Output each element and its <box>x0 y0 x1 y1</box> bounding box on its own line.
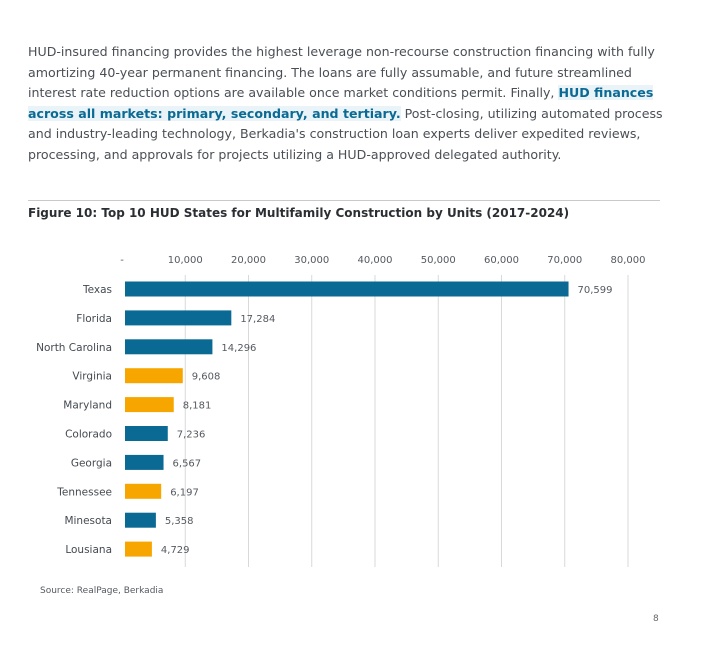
data-label: 5,358 <box>165 516 194 527</box>
bar-chart: - 10,000 20,000 30,000 40,000 50,000 60,000 70,… <box>36 255 646 567</box>
x-tick-label: 10,000 <box>168 255 203 266</box>
bar <box>125 483 162 499</box>
bar <box>125 541 152 557</box>
bar <box>125 512 156 528</box>
x-tick-label: - <box>120 255 124 266</box>
data-label: 70,599 <box>578 285 613 296</box>
intro-paragraph: HUD-insured financing provides the highe… <box>28 42 668 165</box>
data-label: 14,296 <box>221 343 256 354</box>
x-tick-label: 60,000 <box>484 255 519 266</box>
bar <box>125 454 164 470</box>
data-label: 4,729 <box>161 545 190 556</box>
bar <box>125 426 168 441</box>
x-tick-label: 40,000 <box>358 255 393 266</box>
section-divider <box>28 200 660 201</box>
category-label: Tennessee <box>56 486 112 498</box>
figure-title: Figure 10: Top 10 HUD States for Multifa… <box>28 206 570 220</box>
category-label: North Carolina <box>36 342 112 354</box>
data-label: 6,567 <box>173 458 202 469</box>
bar <box>125 397 174 413</box>
tick-label-layer: - 10,000 20,000 30,000 40,000 50,000 60,000 70,… <box>120 255 645 266</box>
category-label: Lousiana <box>65 544 112 556</box>
bar <box>125 281 569 297</box>
x-tick-label: 20,000 <box>231 255 266 266</box>
category-label: Minesota <box>64 515 112 527</box>
x-tick-label: 80,000 <box>611 255 646 266</box>
intro-text-after: Post-closing, utilizing automated proces… <box>28 105 663 162</box>
x-tick-label: 50,000 <box>421 255 456 266</box>
data-label: 8,181 <box>183 401 212 412</box>
x-tick-label: 70,000 <box>547 255 582 266</box>
category-label: Florida <box>76 313 112 325</box>
bar <box>125 310 232 326</box>
category-label: Virginia <box>72 371 112 383</box>
data-label: 7,236 <box>177 430 206 441</box>
bar <box>125 339 213 355</box>
data-label: 9,608 <box>192 372 221 383</box>
category-label: Georgia <box>71 457 112 469</box>
bar <box>125 368 183 384</box>
category-label: Maryland <box>63 400 112 412</box>
x-tick-label: 30,000 <box>294 255 329 266</box>
intro-text-before: HUD-insured financing provides the highe… <box>28 44 655 100</box>
data-label: 6,197 <box>170 487 199 498</box>
page-number: 8 <box>653 614 659 624</box>
bar-layer: Texas 70,599 Florida 17,284 North Carolina 14… <box>36 281 613 557</box>
data-label: 17,284 <box>240 314 275 325</box>
category-label: Texas <box>82 284 112 296</box>
source-note: Source: RealPage, Berkadia <box>40 586 164 596</box>
category-label: Colorado <box>65 429 112 441</box>
